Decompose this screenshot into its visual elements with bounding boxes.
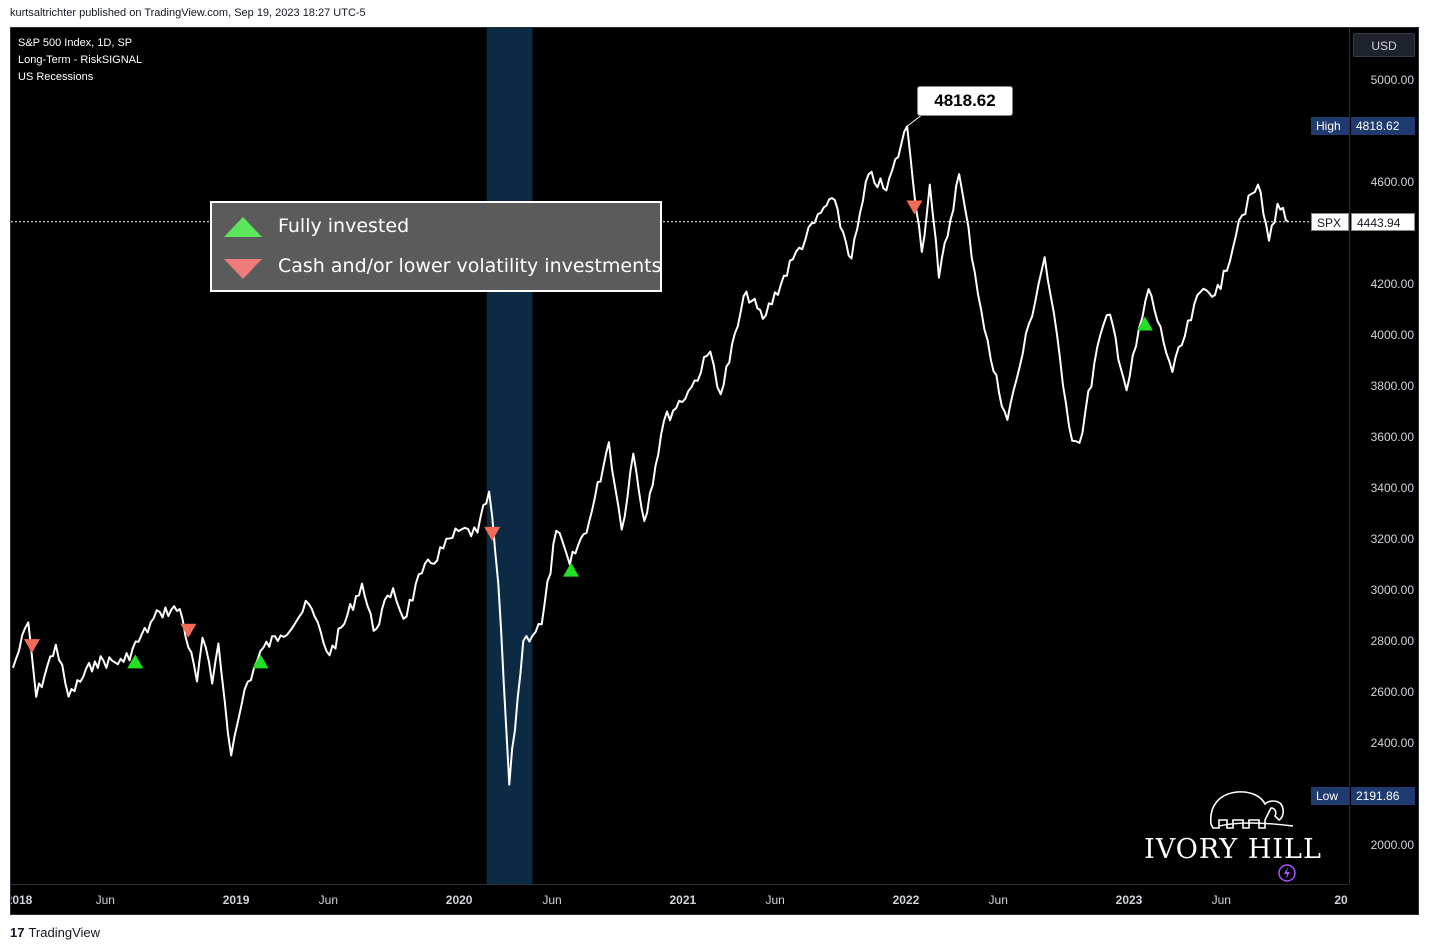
footer-brand: TradingView [28,925,101,940]
lightning-icon[interactable] [1277,863,1297,883]
high-tag-value: 4818.62 [1351,117,1415,136]
time-tick-label: 2023 [1115,893,1143,907]
sell-signal-marker [23,639,40,654]
price-tick-label: 5000.00 [1370,73,1414,87]
price-tick-label: 3200.00 [1370,532,1414,546]
price-tick-label: 4600.00 [1370,175,1414,189]
time-tick-label: Jun [318,893,339,907]
price-tick-label: 4000.00 [1370,328,1414,342]
price-tick-label: 3800.00 [1370,379,1414,393]
price-tick-label: 2800.00 [1370,634,1414,648]
sell-signal-marker [484,526,501,541]
high-callout: 4818.62 [917,86,1013,116]
currency-button[interactable]: USD [1353,33,1415,57]
footer: 17 TradingView [10,925,100,940]
price-tick-label: 3600.00 [1370,430,1414,444]
time-tick-label: Jun [1211,893,1231,907]
elephant-icon [1210,791,1294,829]
sell-signal-marker [906,200,923,215]
logo-text: IVORY HILL [1144,834,1322,865]
price-tick-label: 3400.00 [1370,481,1414,495]
red-down-triangle-icon [224,259,262,279]
callout-pointer [906,113,924,127]
time-tick-label: 2018 [11,893,33,907]
price-chart [11,28,1349,884]
legend-buy-label: Fully invested [278,215,410,237]
recession-band [486,28,533,884]
time-tick-label: 20 [1334,893,1348,907]
spx-tag-label: SPX [1311,212,1349,231]
time-tick-label: 2021 [669,893,697,907]
publish-header: kurtsaltrichter published on TradingView… [10,7,366,19]
legend-sell-label: Cash and/or lower volatility investments [278,255,662,277]
chart-legend: S&P 500 Index, 1D, SP Long-Term - RiskSI… [18,35,142,86]
signal-legend: Fully invested Cash and/or lower volatil… [210,201,662,292]
legend-symbol: S&P 500 Index, 1D, SP [18,37,133,49]
price-tick-label: 2000.00 [1370,838,1414,852]
time-tick-label: Jun [95,893,115,907]
price-tick-label: 4200.00 [1370,277,1414,291]
time-tick-label: 2022 [892,893,920,907]
buy-signal-marker [127,654,144,669]
buy-signal-marker [1136,316,1153,331]
signal-markers [23,200,1153,669]
buy-signal-marker [563,562,579,577]
time-tick-label: 2019 [222,893,250,907]
time-tick-label: 2020 [445,893,473,907]
time-tick-label: Jun [765,893,785,907]
spx-tag-value: 4443.94 [1351,212,1415,231]
ivory-hill-logo: IVORY HILL [1143,776,1323,876]
sell-signal-marker [180,623,197,638]
price-line [12,125,1290,786]
price-tick-label: 2400.00 [1370,736,1414,750]
low-tag-value: 2191.86 [1351,787,1415,806]
high-tag-label: High [1311,117,1349,136]
price-tick-label: 3000.00 [1370,583,1414,597]
chart-frame: S&P 500 Index, 1D, SP Long-Term - RiskSI… [10,27,1419,915]
time-tick-label: Jun [542,893,562,907]
legend-overlay: US Recessions [18,71,94,83]
low-tag-label: Low [1311,787,1349,806]
price-tick-label: 2600.00 [1370,685,1414,699]
price-scale[interactable]: 5000.00 4600.00 4200.00 4000.00 3800.00 3600.… [1349,28,1418,884]
legend-indicator: Long-Term - RiskSIGNAL [18,54,143,66]
buy-signal-marker [252,654,269,669]
plot-area[interactable]: S&P 500 Index, 1D, SP Long-Term - RiskSI… [11,28,1349,884]
time-scale[interactable]: 2018 Jun 2019 Jun 2020 Jun 2021 Jun 2022 Jun 2023 J… [11,884,1349,914]
green-up-triangle-icon [224,217,262,237]
tradingview-logo-icon: 17 [10,925,25,940]
time-tick-label: Jun [988,893,1008,907]
